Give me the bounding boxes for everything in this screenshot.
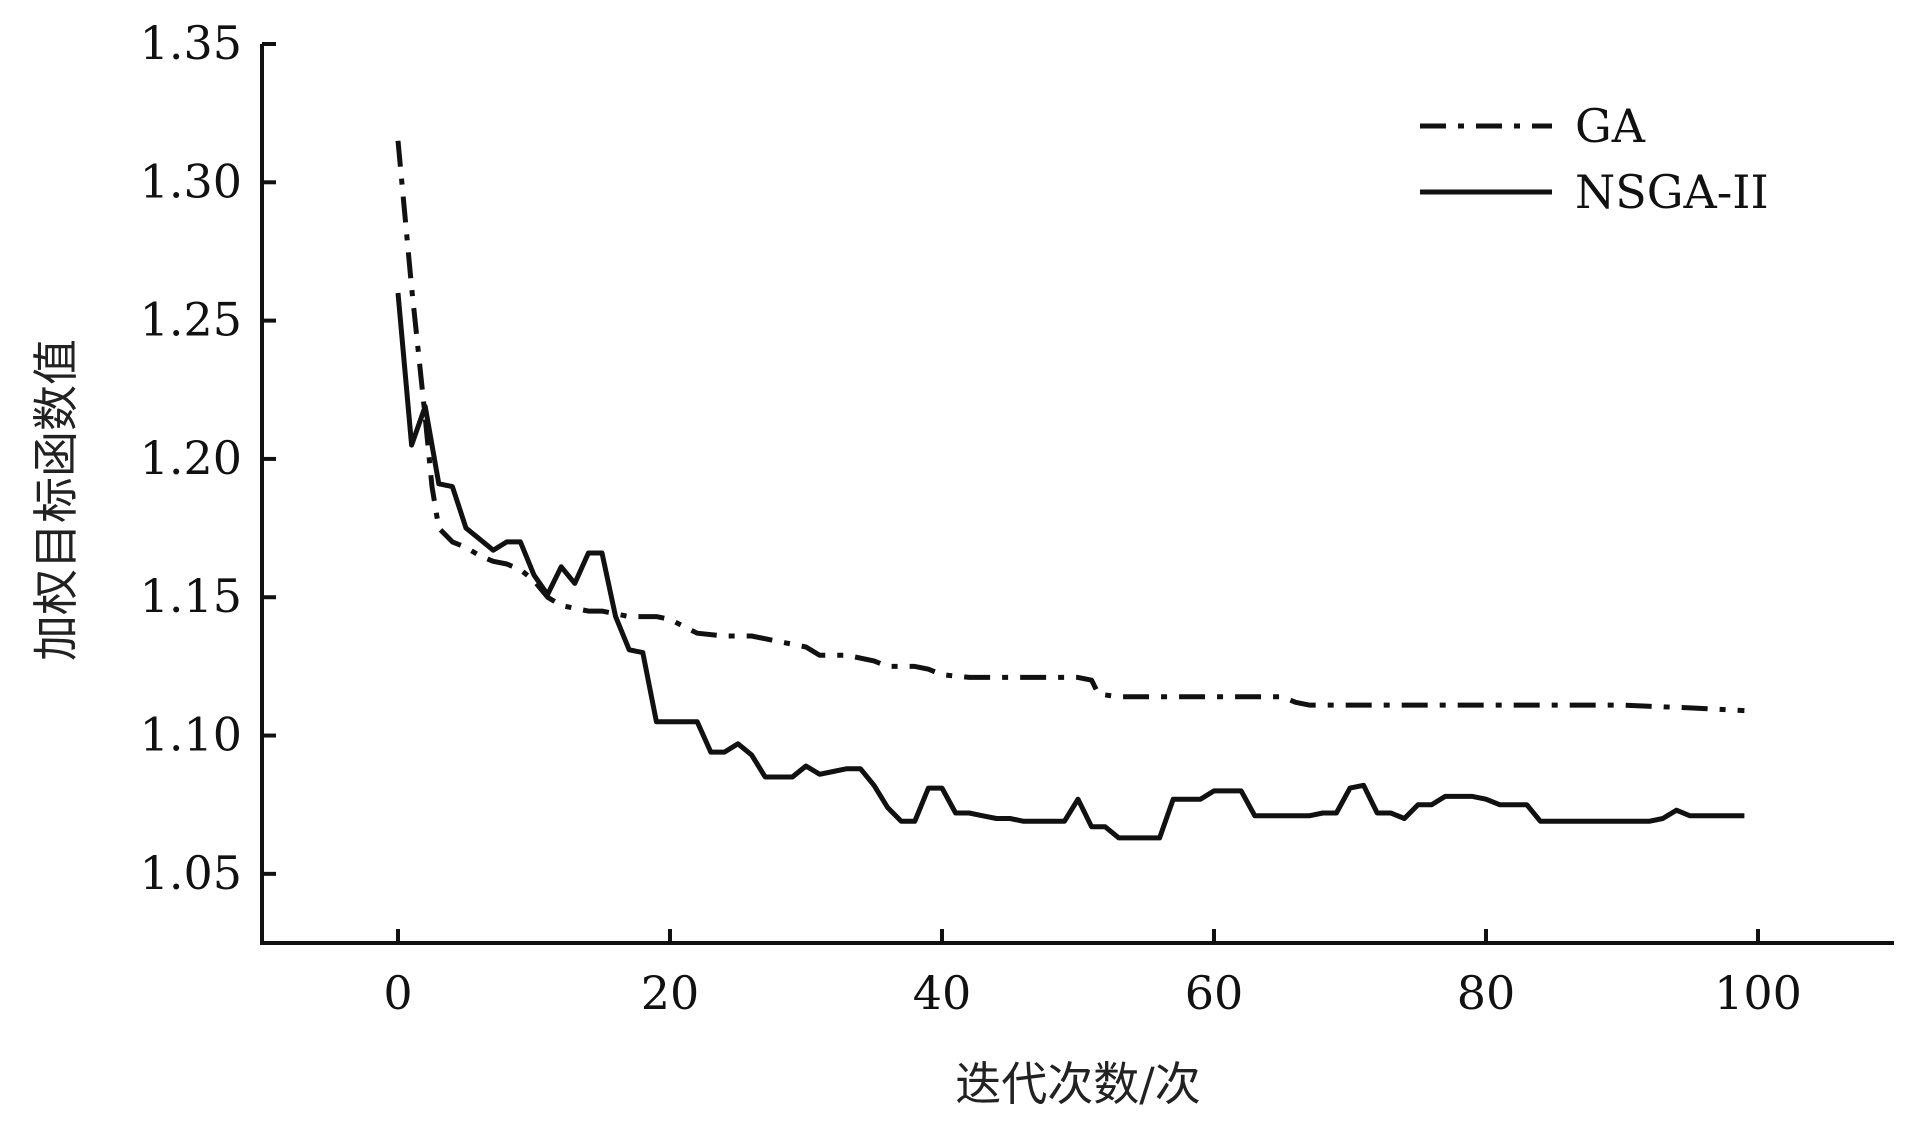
y-axis-title: 加权目标函数值 bbox=[29, 339, 83, 661]
x-tick-label: 40 bbox=[913, 966, 972, 1020]
y-tick-label: 1.05 bbox=[140, 846, 242, 900]
y-tick-label: 1.20 bbox=[140, 431, 242, 485]
y-tick-label: 1.10 bbox=[140, 708, 242, 762]
plot-area: 1.05 1.10 1.15 1.20 1.25 1.30 1.35 0 20 40 60 80 10… bbox=[140, 16, 1894, 1020]
legend-label-ga: GA bbox=[1575, 99, 1646, 153]
legend-label-nsga-ii: NSGA-II bbox=[1575, 165, 1769, 219]
x-axis-title: 迭代次数/次 bbox=[955, 1057, 1201, 1111]
y-tick-label: 1.35 bbox=[140, 16, 242, 70]
x-tick-label: 100 bbox=[1714, 966, 1802, 1020]
series-line-nsga-ii bbox=[395, 292, 1745, 841]
y-tick-label: 1.15 bbox=[140, 569, 242, 623]
series-line-ga bbox=[395, 140, 1745, 714]
series-lines bbox=[395, 140, 1745, 841]
x-tick-label: 80 bbox=[1457, 966, 1516, 1020]
legend: GA NSGA-II bbox=[1420, 99, 1769, 219]
x-tick-label: 20 bbox=[641, 966, 700, 1020]
y-tick-label: 1.30 bbox=[140, 154, 242, 208]
x-axis-ticks: 0 20 40 60 80 100 bbox=[383, 929, 1802, 1020]
y-axis-ticks: 1.05 1.10 1.15 1.20 1.25 1.30 1.35 bbox=[140, 16, 276, 900]
x-tick-label: 60 bbox=[1185, 966, 1244, 1020]
y-tick-label: 1.25 bbox=[140, 293, 242, 347]
x-tick-label: 0 bbox=[383, 966, 412, 1020]
